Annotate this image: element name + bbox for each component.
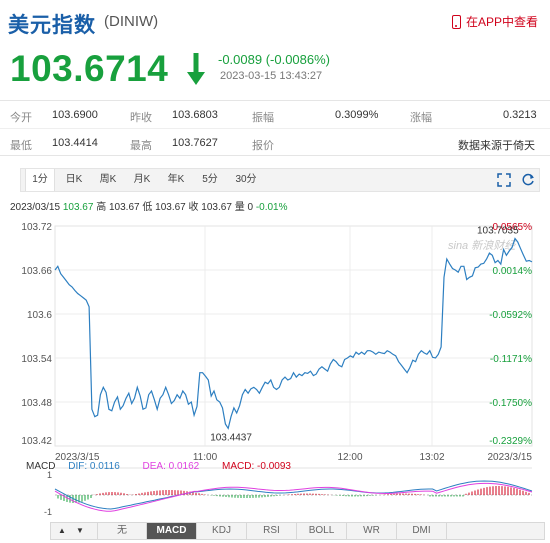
stat-label-quote: 报价: [252, 140, 274, 152]
dea-value: DEA: 0.0162: [142, 461, 200, 472]
current-price: 103.6714: [10, 48, 169, 89]
dif-line: [54, 480, 533, 510]
indicator-wr[interactable]: WR: [347, 523, 397, 539]
y-tick-label: 103.6: [27, 310, 52, 321]
indicator-rsi[interactable]: RSI: [247, 523, 297, 539]
price-series-line: [54, 237, 533, 430]
y-tick-label: 103.42: [21, 436, 52, 447]
macd-tick-label: -1: [44, 507, 52, 517]
macd-legend: MACD DIF: 0.0116 DEA: 0.0162 MACD: -0.00…: [26, 461, 311, 472]
period-tabs: 1分 日K 周K 月K 年K 5分 30分: [20, 168, 540, 192]
ohlc-info: 2023/03/15 103.67 高 103.67 低 103.67 收 10…: [10, 198, 288, 213]
chart-frame: [54, 225, 533, 447]
y-tick-label: 103.72: [21, 222, 52, 233]
fullscreen-icon[interactable]: [497, 173, 511, 187]
stat-label-low: 最低: [10, 140, 32, 152]
info-change-pct: -0.01%: [255, 202, 288, 213]
macd-panel: 1 -1: [44, 467, 533, 517]
x-tick-label: 11:00: [193, 452, 218, 463]
tab-30min[interactable]: 30分: [235, 174, 257, 185]
open-in-app-label: 在APP中查看: [465, 15, 538, 29]
tab-1min[interactable]: 1分: [25, 169, 55, 191]
stat-value-source: 数据来源于倚天: [458, 140, 535, 152]
stat-value-rise: 0.3213: [503, 109, 537, 121]
y-tick-label: 103.54: [21, 354, 52, 365]
stat-value-low: 103.4414: [52, 137, 98, 149]
intraday-chart[interactable]: 103.72 103.66 103.6 103.54 103.48 103.42 0.05…: [0, 210, 550, 522]
open-in-app-link[interactable]: 在APP中查看: [451, 13, 538, 30]
dif-number: 0.0116: [89, 461, 120, 472]
pct-tick-label: -0.2329%: [489, 436, 532, 447]
indicator-none[interactable]: 无: [97, 523, 147, 539]
info-low: 低 103.67: [142, 202, 186, 213]
tab-year[interactable]: 年K: [167, 174, 185, 185]
info-close: 收 103.67: [188, 202, 232, 213]
stats-table: 今开 103.6900 昨收 103.6803 振幅 0.3099% 涨幅 0.…: [0, 100, 550, 156]
stat-value-high: 103.7627: [172, 137, 218, 149]
price-change: -0.0089 (-0.0086%): [218, 52, 331, 67]
pct-tick-label: 0.0014%: [493, 266, 533, 277]
indicator-boll[interactable]: BOLL: [297, 523, 347, 539]
dif-value: DIF: 0.0116: [68, 461, 120, 472]
indicator-kdj[interactable]: KDJ: [197, 523, 247, 539]
high-annotation: 103.7035: [477, 225, 519, 236]
dea-line: [54, 482, 533, 512]
info-date: 2023/03/15: [10, 202, 61, 213]
stat-label-prev-close: 昨收: [130, 112, 152, 124]
dea-number: 0.0162: [168, 461, 200, 472]
info-volume: 量 0: [234, 202, 254, 213]
quote-header: 美元指数 (DINIW) 在APP中查看: [0, 0, 550, 40]
index-title: 美元指数: [8, 14, 96, 37]
x-axis-labels: 2023/3/15 11:00 12:00 13:02 2023/3/15: [55, 452, 532, 463]
pct-tick-label: -0.1750%: [489, 398, 532, 409]
tab-5min[interactable]: 5分: [202, 174, 218, 185]
info-last: 103.67: [62, 202, 94, 213]
tab-day[interactable]: 日K: [65, 174, 83, 185]
info-high: 高 103.67: [96, 202, 140, 213]
stat-label-amplitude: 振幅: [252, 112, 274, 124]
stat-label-high: 最高: [130, 140, 152, 152]
stat-value-amplitude: 0.3099%: [335, 109, 379, 121]
phone-icon: [451, 14, 461, 29]
y-axis-labels: 103.72 103.66 103.6 103.54 103.48 103.42: [21, 222, 52, 447]
stat-label-open: 今开: [10, 112, 32, 124]
refresh-icon[interactable]: [521, 173, 535, 187]
x-tick-label: 13:02: [419, 452, 444, 463]
pct-tick-label: 0.0565%: [493, 222, 533, 233]
macd-number: -0.0093: [257, 461, 291, 472]
x-tick-label: 2023/3/15: [55, 452, 100, 463]
stats-row-2: 最低 103.4414 最高 103.7627 报价 数据来源于倚天: [0, 129, 550, 157]
arrow-down-icon: [187, 53, 205, 85]
macd-value: MACD: -0.0093: [222, 461, 291, 472]
index-code: (DINIW): [104, 13, 159, 30]
macd-tick-label: 1: [47, 470, 52, 480]
stat-value-open: 103.6900: [52, 109, 98, 121]
y-tick-label: 103.48: [21, 398, 52, 409]
y-tick-label: 103.66: [21, 266, 52, 277]
arrow-up-button[interactable]: ▲: [58, 526, 66, 535]
stats-row-1: 今开 103.6900 昨收 103.6803 振幅 0.3099% 涨幅 0.…: [0, 101, 550, 129]
tab-month[interactable]: 月K: [133, 174, 151, 185]
indicator-tabs: ▲ ▼ 无 MACD KDJ RSI BOLL WR DMI: [50, 522, 545, 540]
x-tick-label: 2023/3/15: [488, 452, 533, 463]
x-tick-label: 12:00: [337, 452, 362, 463]
stat-value-prev-close: 103.6803: [172, 109, 218, 121]
stat-label-rise: 涨幅: [410, 112, 432, 124]
chart-grid: [54, 225, 533, 447]
arrow-down-button[interactable]: ▼: [76, 526, 84, 535]
sina-watermark: sina 新浪财经: [448, 239, 516, 252]
tab-week[interactable]: 周K: [99, 174, 117, 185]
indicator-dmi[interactable]: DMI: [397, 523, 447, 539]
pct-axis-labels: 0.0565% 0.0014% -0.0592% -0.1171% -0.1750% -0…: [489, 222, 532, 447]
low-annotation: 103.4437: [210, 432, 252, 443]
indicator-macd[interactable]: MACD: [147, 523, 197, 539]
pct-tick-label: -0.1171%: [490, 354, 532, 365]
pct-tick-label: -0.0592%: [489, 310, 532, 321]
quote-time: 2023-03-15 13:43:27: [220, 70, 323, 82]
macd-title: MACD: [26, 461, 56, 472]
